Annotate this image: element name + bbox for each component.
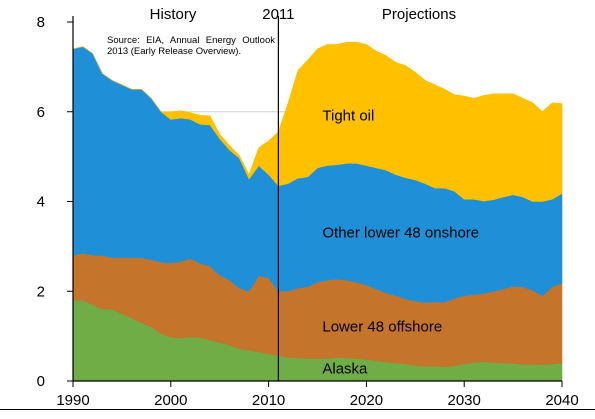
y-tick-label-0: 0 (37, 373, 45, 390)
y-tick-label-2: 2 (37, 283, 45, 300)
x-tick-label-2020: 2020 (350, 392, 383, 409)
tick-labels: 0 2 4 6 8 1990 2000 2010 2020 2030 2040 History 2011… (37, 6, 579, 409)
x-tick-label-1990: 1990 (56, 392, 89, 409)
axes (67, 16, 563, 387)
y-tick-label-4: 4 (37, 194, 45, 211)
x-tick-label-2040: 2040 (545, 392, 578, 409)
series-label-lower-48-offshore: Lower 48 offshore (322, 319, 442, 336)
source-note: Source: EIA, Annual Energy Outlook 2013 … (107, 35, 275, 57)
y-tick-label-6: 6 (37, 104, 45, 121)
area-tight-oil (72, 41, 563, 202)
series-label-other-lower-48-onshore: Other lower 48 onshore (322, 224, 479, 241)
series-label-tight-oil: Tight oil (322, 108, 374, 125)
area-series (72, 41, 563, 382)
series-label-alaska: Alaska (322, 360, 368, 377)
history-label: History (150, 6, 197, 23)
x-tick-label-2030: 2030 (448, 392, 481, 409)
x-tick-label-2010: 2010 (252, 392, 285, 409)
series-labels: Tight oil Other lower 48 onshore Lower 48 … (322, 108, 479, 378)
projections-label: Projections (382, 6, 456, 23)
bottom-rule (0, 409, 595, 410)
x-tick-label-2000: 2000 (154, 392, 187, 409)
y-tick-label-8: 8 (37, 14, 45, 31)
divider-year-label: 2011 (262, 6, 294, 23)
